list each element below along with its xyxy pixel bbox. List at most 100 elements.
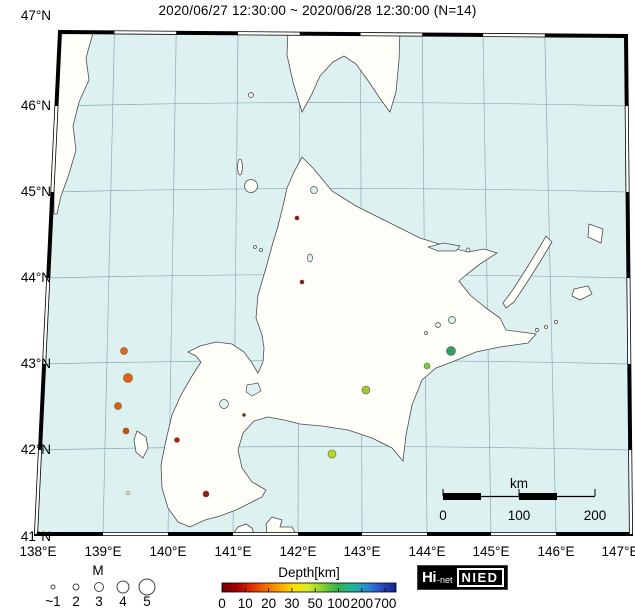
lake-shumarinai: [307, 253, 313, 263]
meridian-line: [482, 34, 492, 534]
scalebar-tick-label: 100: [508, 508, 531, 523]
lake-akan: [435, 322, 441, 328]
magnitude-legend-label: 4: [119, 594, 127, 609]
lat-label: 47°N: [21, 8, 51, 23]
earthquake-marker: [114, 402, 122, 410]
magnitude-legend-circle: [138, 578, 156, 596]
lon-label: 144°E: [409, 544, 446, 559]
lake-kutcharo-north: [310, 186, 318, 194]
scalebar-unit-label: km: [510, 476, 528, 491]
logo-nied-text: NIED: [456, 568, 504, 587]
earthquake-marker: [361, 385, 371, 395]
earthquake-marker: [423, 362, 431, 370]
lat-label: 42°N: [21, 442, 51, 457]
map-frame: [33, 29, 634, 536]
logo-hi-text: Hi: [422, 569, 437, 586]
islet-habomai-1: [534, 327, 540, 333]
logo-net-text: -net: [437, 574, 453, 585]
earthquake-marker: [242, 413, 246, 417]
island-yagishiri: [259, 248, 263, 252]
magnitude-legend-label: 5: [143, 594, 151, 609]
magnitude-legend-circles: ~1 2 3 4 5: [45, 578, 156, 609]
lon-label: 141°E: [215, 544, 252, 559]
frame-white-segment: [627, 277, 631, 365]
lon-label: 142°E: [280, 544, 317, 559]
earthquake-marker: [299, 279, 305, 285]
depth-tick-label: 50: [308, 596, 323, 610]
scalebar-black-segment: [519, 493, 557, 500]
island-okushiri: [133, 430, 149, 459]
lake-shikotsu: [245, 382, 262, 397]
parallel-line: [40, 446, 631, 451]
earthquake-markers: [114, 215, 456, 498]
scalebar-black-segment: [443, 493, 481, 500]
meridian-line: [102, 32, 115, 534]
lake-kussharo: [448, 316, 456, 324]
lat-label: 43°N: [21, 356, 51, 371]
lon-label: 146°E: [538, 544, 575, 559]
depth-colorbar: 0 10 20 30 50 100 200 700: [218, 582, 397, 610]
depth-tick-label: 10: [238, 596, 253, 610]
meridian-line: [544, 35, 557, 534]
island-shikotan: [571, 285, 593, 301]
earthquake-marker: [123, 373, 133, 383]
graticule-labels: 138°E 139°E 140°E 141°E 142°E 143°E 144°E 145°E…: [20, 8, 635, 559]
lat-label: 46°N: [21, 98, 51, 113]
island-rebun: [237, 158, 243, 176]
lake-notoro: [465, 247, 471, 253]
frame-white-segment: [51, 105, 58, 193]
frame-white-segment: [628, 449, 633, 535]
earthquake-marker: [120, 347, 128, 355]
depth-tick-label: 700: [374, 596, 397, 610]
magnitude-legend-circle: [72, 583, 80, 591]
depth-tick-label: 0: [218, 596, 226, 610]
magnitude-legend-label: ~1: [45, 594, 60, 609]
depth-tick-label: 30: [284, 596, 299, 610]
parallel-line: [56, 102, 627, 107]
lake-toya: [219, 399, 229, 409]
lakes: [219, 186, 471, 409]
hinet-nied-logo: Hi -net NIED: [417, 565, 508, 590]
frame-white-segment: [625, 105, 629, 193]
islet-habomai-2: [544, 325, 548, 329]
depth-colorbar-bar: [221, 582, 397, 593]
scalebar-tick-label: 200: [584, 508, 607, 523]
legend-area: Depth[km] M km 0 10 20 30 50 100 200 700 ~1 2 3 4 5…: [45, 476, 606, 610]
parallel-line: [52, 188, 628, 193]
lon-label: 139°E: [85, 544, 122, 559]
coastline-sakhalin-south: [286, 32, 401, 114]
depth-tick-label: 100: [327, 596, 350, 610]
magnitude-legend-label: 3: [95, 594, 103, 609]
magnitude-legend-title: M: [92, 563, 103, 578]
frame-white-segment: [34, 449, 42, 535]
earthquake-marker: [446, 346, 456, 356]
depth-legend-title: Depth[km]: [278, 565, 340, 580]
earthquake-marker: [202, 490, 210, 498]
coastline-honshu-tsugaru: [232, 523, 255, 534]
lat-label: 45°N: [21, 184, 51, 199]
earthquake-marker: [294, 215, 300, 221]
earthquake-marker: [327, 449, 337, 459]
lat-label: 41°N: [21, 529, 51, 544]
lon-label: 140°E: [150, 544, 187, 559]
magnitude-legend-label: 2: [72, 594, 80, 609]
lon-label: 145°E: [473, 544, 510, 559]
lon-label: 143°E: [344, 544, 381, 559]
earthquake-marker: [125, 490, 131, 496]
magnitude-legend-circle: [50, 584, 56, 590]
depth-tick-label: 20: [261, 596, 276, 610]
island-moneron: [248, 92, 254, 98]
scalebar-tick-label: 0: [439, 508, 447, 523]
earthquake-marker: [174, 437, 180, 443]
lake-onneto: [424, 331, 428, 335]
depth-tick-label: 200: [351, 596, 374, 610]
scalebar: 0 100 200: [439, 489, 606, 523]
lat-label: 44°N: [21, 270, 51, 285]
earthquake-marker: [122, 427, 130, 435]
frame-white-segment: [42, 277, 50, 365]
lon-label: 138°E: [20, 544, 57, 559]
lon-label: 147°E: [602, 544, 635, 559]
magnitude-legend-circle: [94, 582, 104, 592]
